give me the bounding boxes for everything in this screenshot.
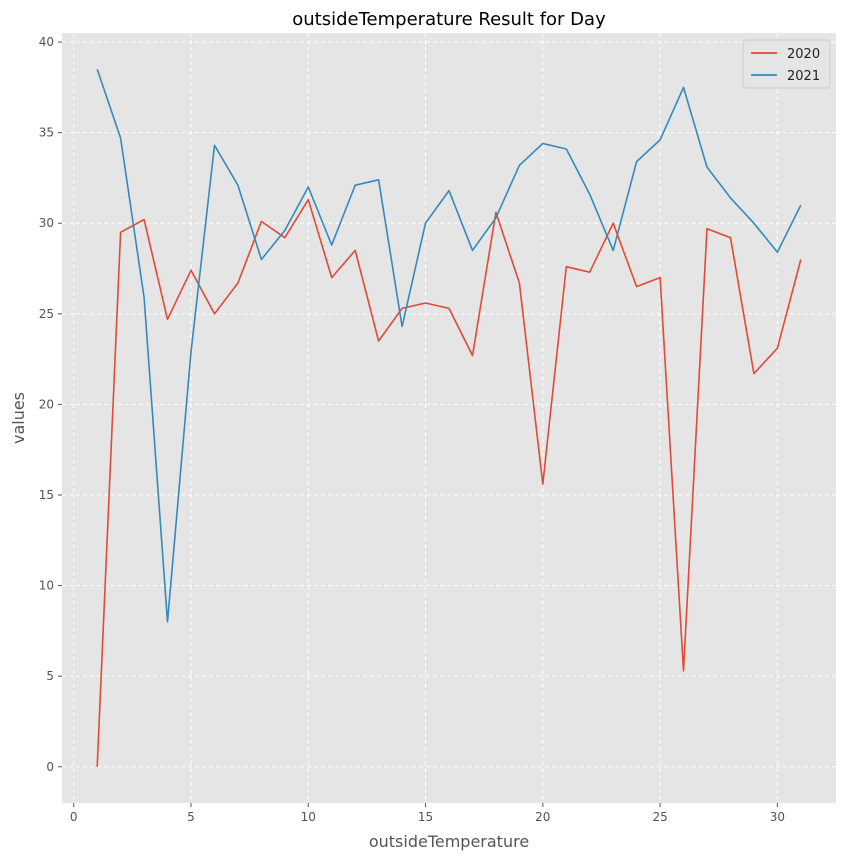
grid-lines	[62, 33, 836, 803]
plot-area	[62, 33, 836, 803]
y-tick-label: 0	[46, 760, 54, 774]
x-tick-label: 5	[187, 810, 195, 824]
y-tick-label: 10	[39, 579, 54, 593]
y-tick-label: 25	[39, 307, 54, 321]
y-tick-label: 35	[39, 126, 54, 140]
x-tick-label: 20	[535, 810, 550, 824]
x-tick-label: 10	[301, 810, 316, 824]
y-axis-title: values	[9, 392, 28, 444]
legend-box	[742, 39, 831, 89]
chart-title: outsideTemperature Result for Day	[292, 9, 606, 30]
x-tick-label: 25	[652, 810, 667, 824]
x-tick-label: 0	[70, 810, 78, 824]
y-tick-label: 20	[39, 397, 54, 411]
legend-label-2021: 2021	[787, 69, 820, 84]
series-line-2021	[96, 68, 802, 623]
x-tick-label: 15	[418, 810, 433, 824]
y-tick-label: 40	[39, 35, 54, 49]
y-tick-label: 15	[39, 488, 54, 502]
y-tick-label: 5	[46, 669, 54, 683]
series-line-2020	[96, 198, 802, 767]
legend: 2020 2021	[742, 39, 831, 89]
x-tick-label: 30	[770, 810, 785, 824]
series-lines	[96, 68, 802, 767]
x-axis-title: outsideTemperature	[369, 832, 529, 851]
axes: 0 5 10 15 20 25 30 0 5 10 15 20 25 30 35 40	[39, 35, 785, 824]
legend-label-2020: 2020	[787, 47, 820, 62]
y-tick-label: 30	[39, 216, 54, 230]
